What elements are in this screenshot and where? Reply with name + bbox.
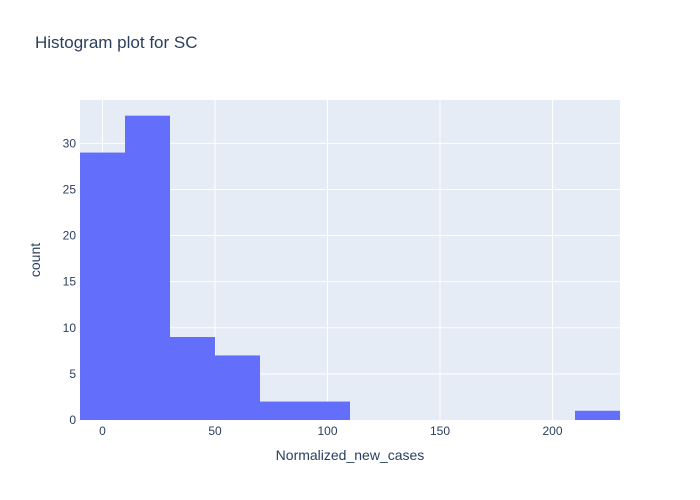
y-tick-label: 0 [69, 413, 76, 427]
y-tick-label: 30 [63, 136, 77, 150]
histogram-bar[interactable] [125, 115, 170, 420]
y-tick-label: 20 [63, 229, 77, 243]
y-tick-label: 25 [63, 182, 77, 196]
x-tick-label: 50 [208, 424, 222, 438]
x-tick-label: 0 [99, 424, 106, 438]
x-tick-label: 200 [542, 424, 562, 438]
y-tick-label: 5 [69, 367, 76, 381]
x-tick-label: 100 [317, 424, 337, 438]
histogram-bar[interactable] [305, 401, 350, 420]
histogram-bar[interactable] [575, 410, 620, 420]
bars [80, 115, 620, 421]
histogram-bar[interactable] [215, 355, 260, 420]
y-axis-ticks: 0 5 10 15 20 25 30 [63, 136, 77, 427]
histogram-bar[interactable] [170, 337, 215, 420]
y-tick-label: 10 [63, 321, 77, 335]
x-axis-ticks: 0 50 100 150 200 [99, 424, 563, 438]
histogram-bar[interactable] [260, 401, 305, 420]
x-tick-label: 150 [430, 424, 450, 438]
y-tick-label: 15 [63, 275, 77, 289]
histogram-bar[interactable] [80, 152, 125, 421]
y-axis-title: count [27, 243, 43, 277]
x-axis-title: Normalized_new_cases [276, 447, 425, 463]
chart-title: Histogram plot for SC [35, 33, 198, 52]
